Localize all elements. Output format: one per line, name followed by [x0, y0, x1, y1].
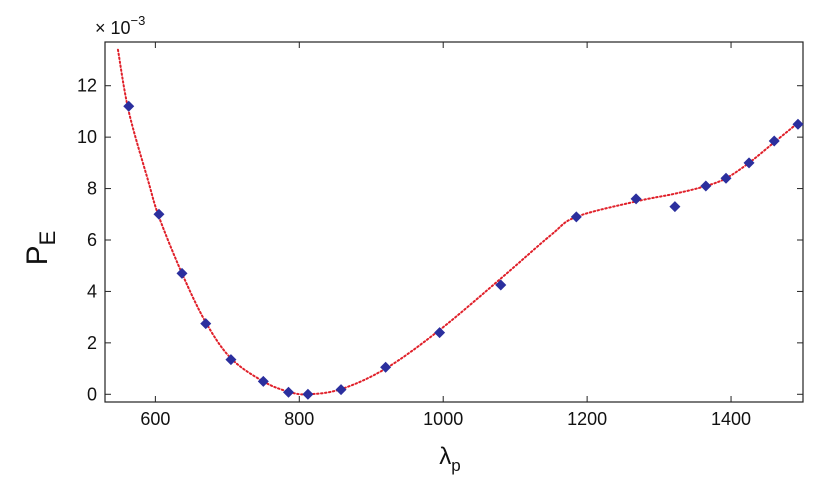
y-tick-label: 6: [87, 230, 97, 250]
y-multiplier: × 10−3: [95, 13, 145, 38]
data-marks: [116, 48, 804, 400]
data-point: [570, 211, 582, 223]
y-tick-label: 8: [87, 179, 97, 199]
data-point: [200, 318, 212, 330]
tick-marks: [105, 42, 803, 402]
data-point: [700, 180, 712, 192]
x-tick-label: 1400: [711, 409, 751, 429]
data-point: [495, 279, 507, 291]
data-point: [792, 118, 804, 130]
x-tick-label: 1200: [567, 409, 607, 429]
y-tick-label: 2: [87, 333, 97, 353]
data-point: [123, 100, 135, 112]
x-tick-label: 1000: [423, 409, 463, 429]
data-point: [176, 267, 188, 279]
data-point: [257, 375, 269, 387]
data-point: [302, 388, 314, 400]
x-tick-label: 800: [284, 409, 314, 429]
data-point: [669, 201, 681, 213]
data-point: [720, 172, 732, 184]
data-point: [225, 354, 237, 366]
y-tick-label: 10: [77, 127, 97, 147]
data-point: [630, 193, 642, 205]
data-point: [743, 157, 755, 169]
data-point: [768, 135, 780, 147]
data-point: [153, 208, 165, 220]
data-point: [282, 386, 294, 398]
plot-area: [104, 41, 804, 403]
fit-line: [116, 48, 801, 396]
data-point: [335, 384, 347, 396]
data-point: [434, 327, 446, 339]
x-axis-label: λp: [439, 443, 460, 475]
y-tick-label: 0: [87, 384, 97, 404]
y-tick-label: 12: [77, 76, 97, 96]
tick-labels: 600 800 1000 1200 1400 0 2 4 6 8 10 12: [77, 76, 751, 429]
y-tick-label: 4: [87, 281, 97, 301]
y-axis-label: PE: [21, 231, 60, 266]
x-tick-label: 600: [140, 409, 170, 429]
data-point: [380, 361, 392, 373]
